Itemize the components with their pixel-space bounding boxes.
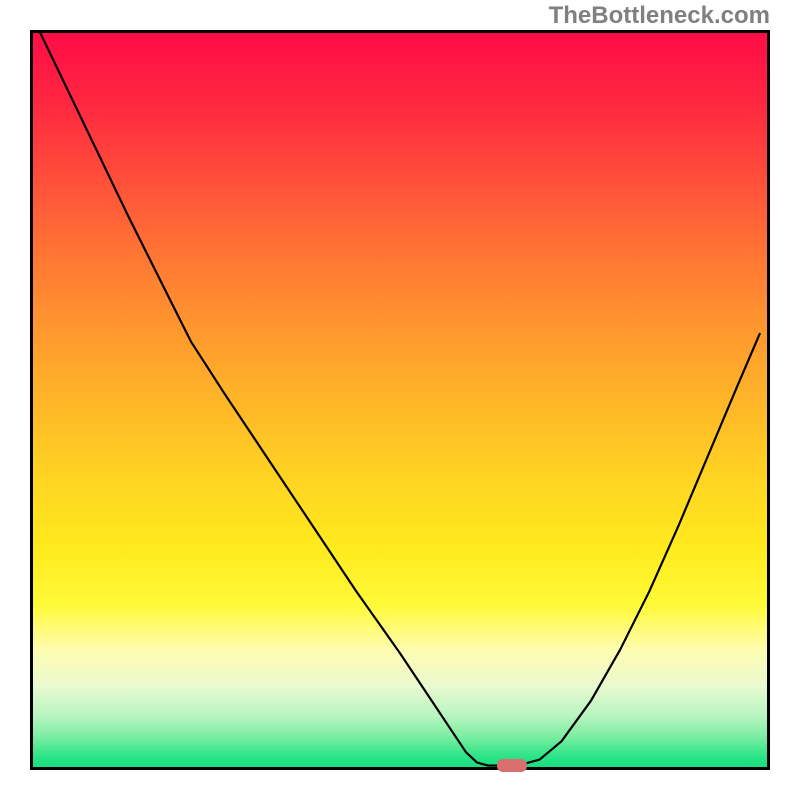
watermark-text: TheBottleneck.com <box>549 2 770 30</box>
minimum-marker <box>497 759 527 772</box>
gradient-rect <box>33 33 767 767</box>
plot-area <box>30 30 770 770</box>
chart-root: TheBottleneck.com <box>0 0 800 800</box>
bottleneck-curve <box>40 33 759 766</box>
chart-svg <box>33 33 767 767</box>
